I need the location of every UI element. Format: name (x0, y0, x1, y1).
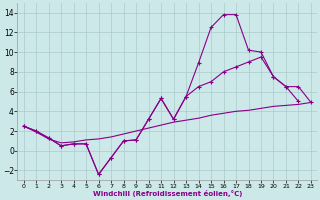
X-axis label: Windchill (Refroidissement éolien,°C): Windchill (Refroidissement éolien,°C) (92, 190, 242, 197)
